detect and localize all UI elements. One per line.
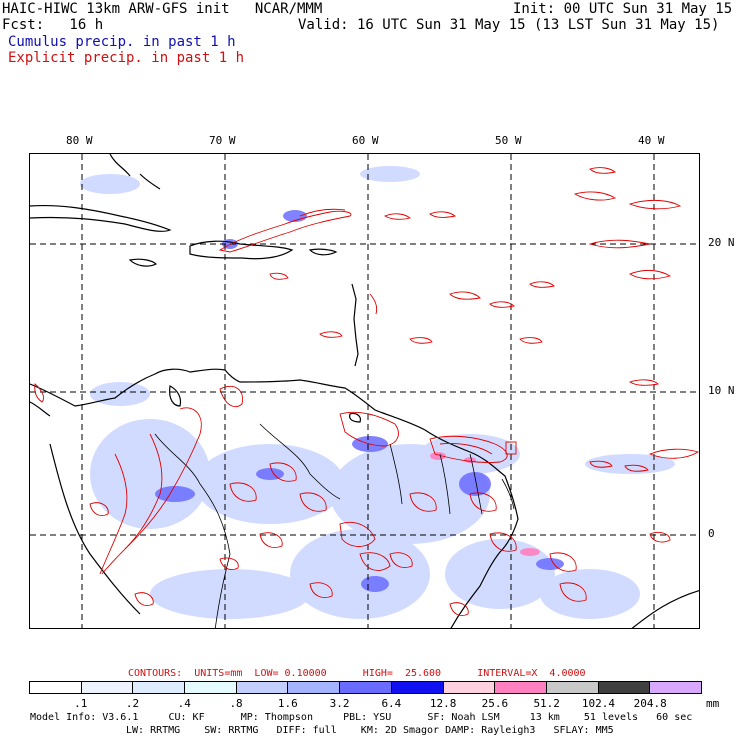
colorbar-cell <box>340 682 392 693</box>
colorbar-cell <box>185 682 237 693</box>
colorbar-cell <box>650 682 701 693</box>
lat-label-0: 0 <box>708 527 715 540</box>
colorbar-units: mm <box>706 697 720 710</box>
lat-lon-grid <box>30 154 699 628</box>
lat-label-10n: 10 N <box>708 384 735 397</box>
lat-label-20n: 20 N <box>708 236 735 249</box>
forecast-hour: Fcst: 16 h <box>2 17 104 33</box>
model-info-line: Model Info: V3.6.1 CU: KF MP: Thompson P… <box>30 712 693 723</box>
valid-time: Valid: 16 UTC Sun 31 May 15 (13 LST Sun … <box>298 17 720 33</box>
colorbar-label: 3.2 <box>329 697 350 710</box>
map-canvas <box>30 154 699 628</box>
colorbar-cell <box>81 682 134 693</box>
colorbar-label: 102.4 <box>581 697 616 710</box>
colorbar-label: 12.8 <box>429 697 457 710</box>
contour-info: CONTOURS: UNITS=mm LOW= 0.10000 HIGH= 25… <box>128 668 586 679</box>
colorbar-cell <box>30 682 82 693</box>
colorbar-cell <box>546 682 599 693</box>
lon-label-40w: 40 W <box>638 134 665 147</box>
colorbar-label: 1.6 <box>277 697 298 710</box>
colorbar-label: 204.8 <box>633 697 667 710</box>
colorbar-cell <box>288 682 341 693</box>
coastline-layer <box>30 154 699 628</box>
colorbar-label: 6.4 <box>381 697 402 710</box>
lon-label-50w: 50 W <box>495 134 522 147</box>
colorbar-cell <box>236 682 289 693</box>
colorbar-cell <box>391 682 444 693</box>
colorbar-label: 25.6 <box>481 697 509 710</box>
init-time: Init: 00 UTC Sun 31 May 15 <box>513 1 733 17</box>
lon-label-60w: 60 W <box>352 134 379 147</box>
colorbar-label: .8 <box>229 697 243 710</box>
colorbar-cell <box>133 682 186 693</box>
map-panel <box>29 153 700 629</box>
cumulus-legend-label: Cumulus precip. in past 1 h <box>8 34 236 50</box>
lon-label-70w: 70 W <box>209 134 236 147</box>
colorbar-cell <box>598 682 651 693</box>
lon-label-80w: 80 W <box>66 134 93 147</box>
explicit-legend-label: Explicit precip. in past 1 h <box>8 50 245 66</box>
colorbar-cell <box>443 682 496 693</box>
physics-info-line: LW: RRTMG SW: RRTMG DIFF: full KM: 2D Sm… <box>126 725 614 736</box>
colorbar <box>29 681 702 694</box>
colorbar-label: .1 <box>74 697 88 710</box>
model-title: HAIC-HIWC 13km ARW-GFS init NCAR/MMM <box>2 1 323 17</box>
colorbar-label: .2 <box>125 697 140 710</box>
colorbar-cell <box>495 682 547 693</box>
explicit-precip-contours <box>34 167 699 616</box>
colorbar-label: 51.2 <box>533 697 560 710</box>
colorbar-label: .4 <box>177 697 191 710</box>
